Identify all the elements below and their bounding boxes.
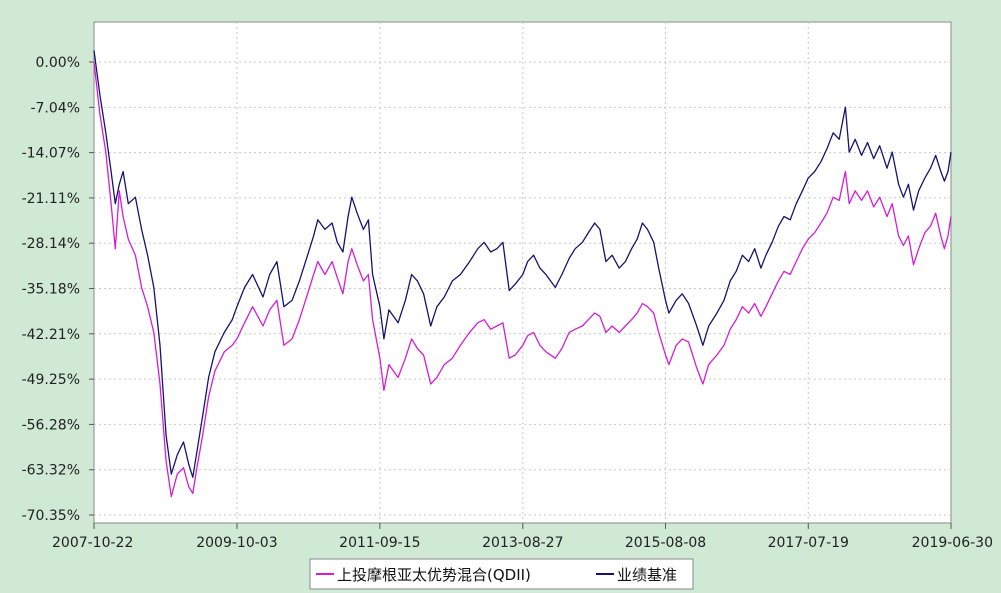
grid-lines [94,22,951,523]
legend-label-fund: 上投摩根亚太优势混合(QDII) [337,566,531,584]
y-tick-label: -21.11% [22,191,80,207]
x-axis: 2007-10-22 2009-10-03 2011-09-15 2013-08-27… [52,523,993,551]
y-tick-label: 0.00% [36,55,80,71]
x-tick-label: 2011-09-15 [339,535,420,551]
y-tick-label: -35.18% [22,282,80,298]
y-tick-label: -70.35% [22,508,80,524]
x-tick-label: 2007-10-22 [52,535,133,551]
x-tick-label: 2009-10-03 [196,535,277,551]
x-tick-label: 2015-08-08 [625,535,706,551]
y-tick-label: -63.32% [22,463,80,479]
legend-box [309,558,694,590]
y-tick-label: -28.14% [22,236,80,252]
y-tick-label: -7.04% [30,100,80,116]
series-line-fund [93,61,952,498]
y-tick-label: -56.28% [22,417,80,433]
y-tick-label: -42.21% [22,327,80,343]
series-group [93,50,952,498]
x-tick-label: 2019-06-30 [912,535,993,551]
y-axis: 0.00% -7.04% -14.07% -21.11% -28.14% -35.18% -… [22,55,94,524]
y-tick-label: -49.25% [22,372,80,388]
x-tick-label: 2013-08-27 [482,535,563,551]
series-line-benchmark [93,50,952,478]
legend: 上投摩根亚太优势混合(QDII) 业绩基准 [309,558,694,590]
x-tick-label: 2017-07-19 [768,535,849,551]
legend-label-benchmark: 业绩基准 [617,566,677,584]
y-tick-label: -14.07% [22,146,80,162]
